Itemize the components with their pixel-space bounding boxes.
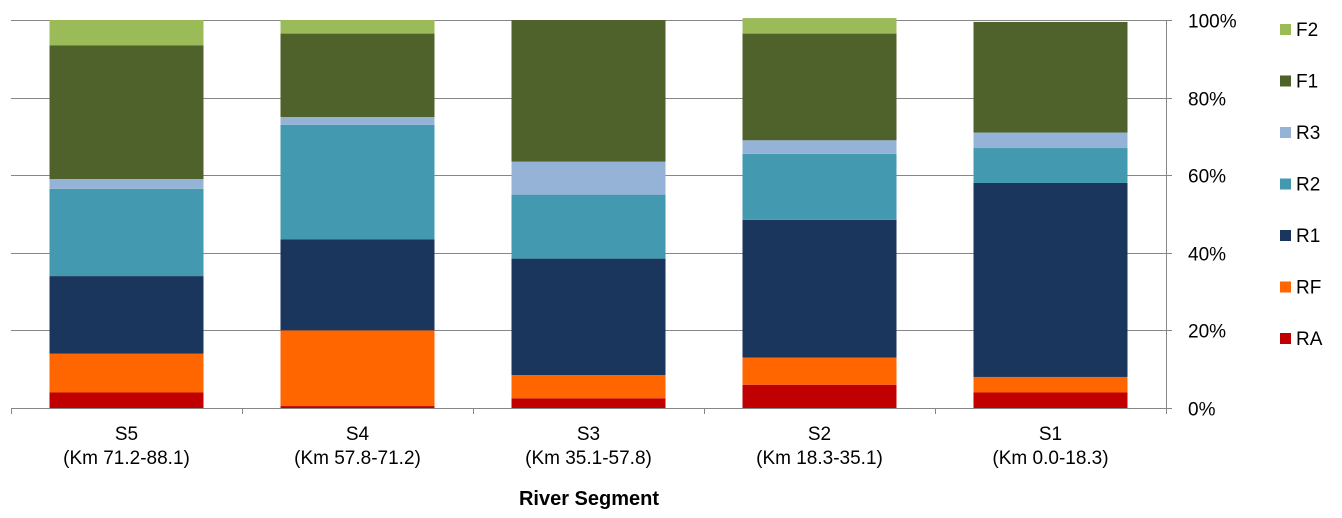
legend-swatch-rf bbox=[1280, 281, 1291, 293]
x-axis-title: River Segment bbox=[519, 488, 659, 510]
legend-swatch-f2 bbox=[1280, 24, 1291, 35]
bar-segment-r2 bbox=[742, 153, 897, 220]
axes: 0% 20% 40% 60% 80% 100% S5 (Km 71.2-88.1) S4 (Km … bbox=[11, 12, 1237, 469]
legend-label-ra: RA bbox=[1296, 329, 1323, 350]
bar-segment-f1 bbox=[742, 33, 897, 141]
x-tick-label: (Km 57.8-71.2) bbox=[294, 448, 421, 469]
x-tick-label: S1 bbox=[1039, 424, 1062, 445]
bar-segment-ra bbox=[49, 392, 204, 408]
bar-segment-r2 bbox=[49, 188, 204, 277]
bar-segment-ra bbox=[973, 392, 1128, 408]
bar-segment-r1 bbox=[280, 239, 435, 331]
bar-segment-r3 bbox=[280, 117, 435, 125]
y-tick-label: 60% bbox=[1188, 167, 1226, 188]
bar-segment-ra bbox=[511, 398, 666, 408]
legend-label-r1: R1 bbox=[1296, 226, 1320, 247]
bar-segment-rf bbox=[973, 376, 1128, 393]
bar-segment-rf bbox=[49, 353, 204, 393]
y-tick-label: 100% bbox=[1188, 12, 1237, 33]
bar-segment-f2 bbox=[742, 18, 897, 34]
bar-segment-r1 bbox=[973, 182, 1128, 377]
bar-segment-f2 bbox=[280, 20, 435, 34]
x-tick-label: S5 bbox=[115, 424, 138, 445]
y-tick-label: 80% bbox=[1188, 90, 1226, 111]
bar-segment-f1 bbox=[280, 33, 435, 117]
bar-segment-r3 bbox=[973, 132, 1128, 149]
bar-segment-r1 bbox=[49, 276, 204, 354]
legend-swatch-r1 bbox=[1280, 230, 1291, 241]
bar-segment-ra bbox=[280, 406, 435, 408]
bar-segment-f1 bbox=[973, 21, 1128, 133]
bar-segment-ra bbox=[742, 384, 897, 408]
bar-segment-f1 bbox=[511, 20, 666, 162]
x-tick-label: (Km 18.3-35.1) bbox=[756, 448, 883, 469]
legend-label-rf: RF bbox=[1296, 278, 1321, 299]
legend: F2 F1 R3 R2 R1 RF RA bbox=[1280, 20, 1323, 350]
bar-segment-f2 bbox=[49, 20, 204, 46]
y-tick-label: 0% bbox=[1188, 400, 1216, 421]
x-tick-label: S3 bbox=[577, 424, 600, 445]
legend-label-f2: F2 bbox=[1296, 20, 1318, 41]
legend-label-r3: R3 bbox=[1296, 123, 1320, 144]
x-tick-label: (Km 71.2-88.1) bbox=[63, 448, 190, 469]
bar-segment-rf bbox=[280, 330, 435, 407]
bar-segment-rf bbox=[511, 375, 666, 399]
legend-swatch-r3 bbox=[1280, 127, 1291, 138]
x-tick-label: (Km 35.1-57.8) bbox=[525, 448, 652, 469]
bar-segment-r2 bbox=[511, 194, 666, 259]
bar-segment-rf bbox=[742, 357, 897, 385]
bar-segment-r2 bbox=[280, 124, 435, 240]
legend-swatch-ra bbox=[1280, 333, 1291, 344]
bar-segment-r2 bbox=[973, 148, 1128, 183]
legend-label-f1: F1 bbox=[1296, 72, 1318, 93]
bar-segment-r1 bbox=[742, 219, 897, 358]
x-tick-label: S2 bbox=[808, 424, 831, 445]
x-tick-label: (Km 0.0-18.3) bbox=[992, 448, 1108, 469]
legend-swatch-f1 bbox=[1280, 75, 1291, 87]
x-tick-label: S4 bbox=[346, 424, 370, 445]
legend-swatch-r2 bbox=[1280, 178, 1291, 190]
y-tick-label: 40% bbox=[1188, 245, 1226, 266]
bar-segment-r3 bbox=[511, 161, 666, 195]
bar-segment-r1 bbox=[511, 258, 666, 376]
bars bbox=[49, 18, 1128, 408]
bar-segment-r3 bbox=[49, 179, 204, 189]
bar-segment-r3 bbox=[742, 140, 897, 154]
legend-label-r2: R2 bbox=[1296, 175, 1320, 196]
bar-segment-f1 bbox=[49, 45, 204, 180]
y-tick-label: 20% bbox=[1188, 322, 1226, 343]
